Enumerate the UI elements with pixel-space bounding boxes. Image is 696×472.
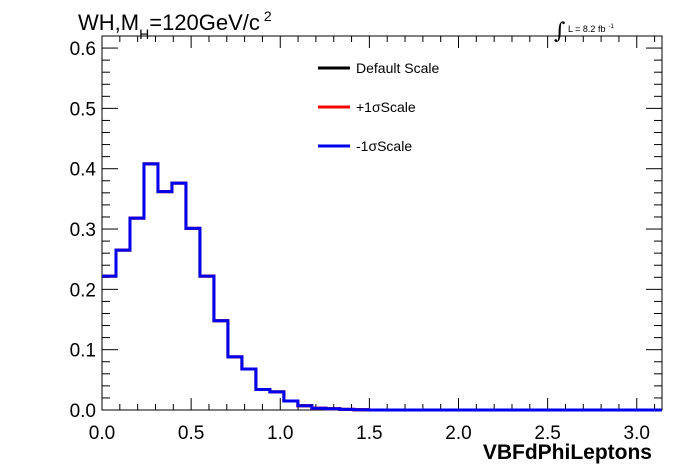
chart-title: WH,MH=120GeV/c 2	[78, 8, 272, 42]
x-axis-label: VBFdPhiLeptons	[483, 441, 652, 464]
luminosity-text: L = 8.2 fb -1	[568, 24, 614, 34]
x-tick-label: 1.5	[356, 423, 382, 444]
luminosity-value: L = 8.2 fb	[568, 24, 605, 34]
integral-symbol: ∫	[554, 19, 566, 44]
x-tick-label: 1.0	[267, 423, 293, 444]
luminosity-superscript: -1	[608, 24, 614, 30]
x-tick-label: 2.0	[445, 423, 471, 444]
y-tick-label: 0.2	[70, 280, 96, 301]
y-tick-label: 0.6	[70, 39, 96, 60]
title-subscript: H	[139, 26, 149, 42]
series-line-minus1sigma	[102, 162, 662, 412]
title-prefix: WH,M	[78, 10, 139, 35]
series-lines	[102, 162, 662, 412]
y-tick-label: 0.5	[70, 99, 96, 120]
luminosity-label: ∫ L = 8.2 fb -1	[554, 19, 614, 44]
axes: 0.0 0.5 1.0 1.5 2.0 2.5 3.0 0.0 0.1 0.2 0.3 0.4 0.5 0…	[70, 35, 663, 444]
x-tick-label: 0.0	[89, 423, 115, 444]
x-tick-label: 2.5	[534, 423, 560, 444]
y-tick-label: 0.1	[70, 341, 96, 362]
title-superscript: 2	[264, 8, 272, 24]
legend-label-minus1sigma: -1σScale	[356, 138, 412, 154]
legend: Default Scale +1σScale -1σScale	[318, 60, 439, 154]
legend-label-plus1sigma: +1σScale	[356, 99, 416, 115]
title-suffix: =120GeV/c	[149, 10, 260, 35]
y-tick-label: 0.0	[70, 401, 96, 422]
y-tick-label: 0.3	[70, 220, 96, 241]
y-tick-label: 0.4	[70, 160, 97, 181]
legend-label-default: Default Scale	[356, 60, 439, 76]
x-tick-label: 3.0	[624, 423, 650, 444]
x-tick-label: 0.5	[178, 423, 204, 444]
